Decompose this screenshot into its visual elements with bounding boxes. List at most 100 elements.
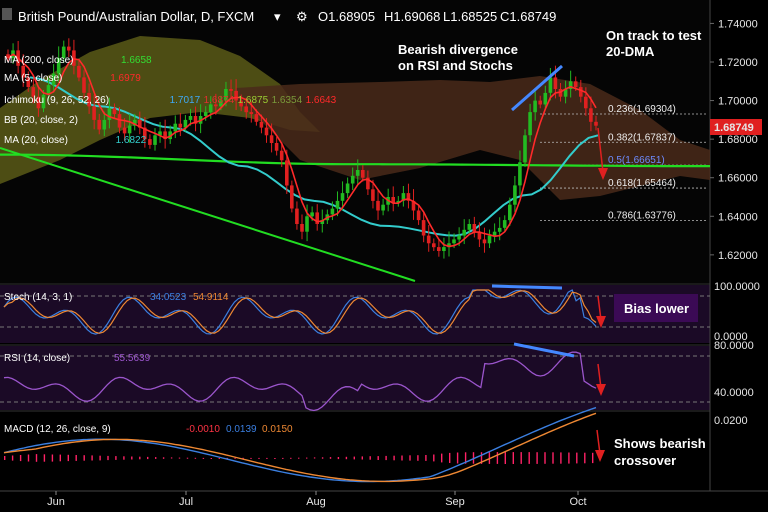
macd-hist-bar (250, 457, 252, 459)
macd-pane[interactable] (0, 413, 710, 491)
symbol-title[interactable]: British Pound/Australian Dollar, D, FXCM (18, 9, 254, 24)
candle (426, 224, 431, 252)
candle (112, 103, 117, 118)
ohlc-close: C1.68749 (500, 9, 556, 24)
macd-hist-bar (313, 457, 316, 459)
price-axis: 1.74000 1.72000 1.70000 1.68000 1.66000 1.640… (710, 18, 758, 262)
candle (193, 106, 198, 132)
macd-hist-bar (480, 452, 483, 464)
stoch-k-value: 34.0523 (150, 292, 187, 303)
candle (330, 201, 335, 221)
macd-hist-value: -0.0010 (186, 424, 220, 435)
candle (244, 98, 248, 119)
candle (345, 177, 350, 198)
macd-hist-bar (329, 457, 332, 459)
macd-hist-bar (584, 452, 586, 464)
macd-hist-bar (210, 458, 212, 459)
candle (132, 113, 137, 131)
candle (274, 137, 279, 156)
time-tick: Aug (306, 496, 326, 508)
candle (548, 67, 553, 101)
candlesticks (6, 38, 598, 259)
candle (579, 79, 583, 103)
down-arrow-stoch (596, 295, 606, 328)
ma200-line (0, 153, 710, 168)
stoch-title[interactable]: Stoch (14, 3, 1) (4, 292, 72, 303)
annotation-macd-line1: Shows bearish (614, 436, 706, 451)
macd-hist-bar (123, 456, 125, 460)
candle (594, 115, 598, 131)
macd-hist-bar (99, 455, 101, 461)
macd-hist-bar (43, 454, 46, 462)
indicator-label[interactable]: BB (20, close, 2) (4, 115, 78, 126)
macd-hist-bar (377, 456, 379, 460)
macd-hist-bar (528, 452, 530, 464)
candle (77, 61, 81, 82)
candle (295, 201, 299, 230)
time-tick: Sep (445, 496, 465, 508)
indicator-value: 1.6643 (306, 95, 337, 106)
candle (87, 83, 91, 114)
rsi-title[interactable]: RSI (14, close) (4, 353, 70, 364)
fibonacci-labels: 0.236(1.69304) 0.382(1.67837) 0.5(1.66651)… (608, 104, 676, 222)
candle (487, 229, 492, 249)
annotation-divergence-line1: Bearish divergence (398, 42, 518, 57)
trend-line[interactable] (0, 147, 416, 282)
candle (158, 121, 162, 143)
macd-hist-bar (27, 454, 30, 462)
collapse-icon[interactable] (2, 8, 12, 20)
candle (477, 222, 482, 247)
price-divergence-line[interactable] (511, 64, 563, 112)
fib-label: 0.382(1.67837) (608, 132, 676, 143)
macd-hist-bar (544, 452, 546, 464)
ohlc-open: O1.68905 (318, 9, 375, 24)
macd-hist-bar (385, 455, 387, 461)
candle (533, 89, 537, 121)
macd-hist-bar (592, 452, 594, 464)
candle (361, 165, 365, 182)
indicator-label[interactable]: MA (200, close) (4, 55, 73, 66)
macd-hist-bar (4, 456, 6, 460)
macd-title[interactable]: MACD (12, 26, close, 9) (4, 424, 111, 435)
candle (92, 94, 96, 130)
candle (442, 237, 446, 259)
rsi-divergence-line[interactable] (513, 342, 575, 358)
candle (31, 78, 36, 104)
gear-icon[interactable]: ⚙ (296, 9, 308, 24)
indicator-label[interactable]: MA (5, close) (4, 73, 62, 84)
candle (97, 113, 101, 135)
macd-signal-line (3, 412, 597, 483)
macd-value: 0.0139 (226, 424, 257, 435)
candle (138, 111, 142, 135)
candle (21, 54, 25, 87)
macd-hist-bar (306, 457, 308, 459)
candle (589, 96, 593, 132)
macd-hist-bar (35, 454, 38, 462)
ma5-line (7, 53, 597, 248)
candle (234, 79, 238, 110)
price-tick: 1.62000 (718, 250, 758, 262)
macd-hist-bar (186, 457, 189, 459)
indicator-label[interactable]: Ichimoku (9, 26, 52, 26) (4, 95, 109, 106)
stoch-pane[interactable] (0, 285, 710, 343)
candle (56, 46, 61, 83)
indicator-label[interactable]: MA (20, close) (4, 135, 68, 146)
candle (6, 49, 10, 62)
candle (391, 186, 395, 212)
candle (437, 240, 441, 257)
price-tick: 1.74000 (718, 18, 758, 30)
candle (563, 80, 568, 104)
time-tick: Jun (47, 496, 65, 508)
price-tick: 1.66000 (718, 173, 758, 185)
candle (401, 186, 406, 207)
candle (143, 116, 147, 148)
symbol-dropdown-icon[interactable]: ▾ (274, 9, 281, 24)
candle (46, 78, 51, 101)
ohlc-low: L1.68525 (443, 9, 497, 24)
macd-hist-bar (51, 454, 54, 462)
stoch-divergence-line[interactable] (491, 284, 563, 290)
macd-hist-bar (298, 457, 300, 459)
stoch-tick-0: 0.0000 (714, 331, 748, 343)
macd-hist-bar (115, 456, 117, 460)
